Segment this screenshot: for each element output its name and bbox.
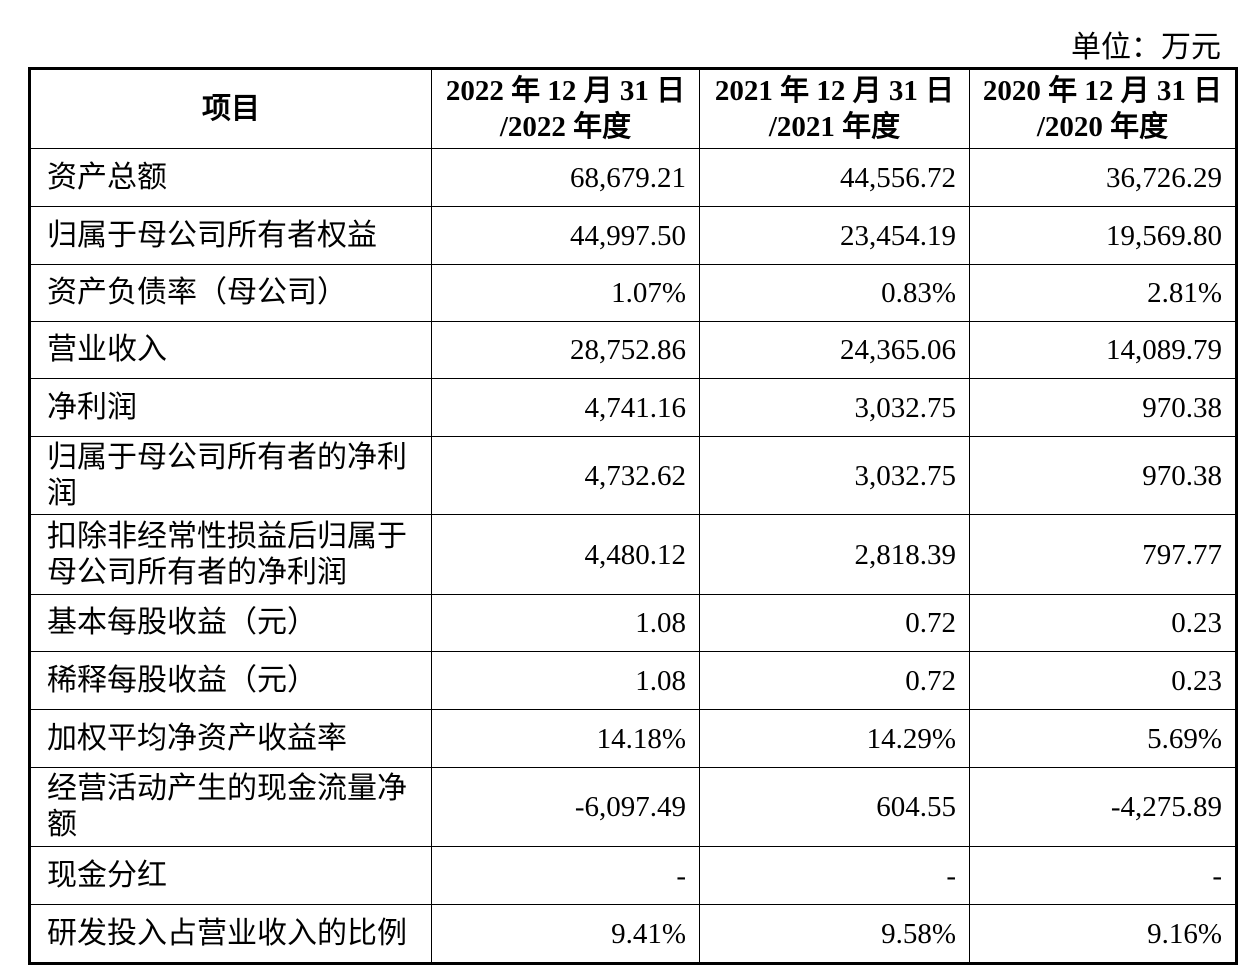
row-label: 现金分红 xyxy=(29,846,432,905)
value-cell: - xyxy=(969,846,1237,905)
header-cell: 2022 年 12 月 31 日/2022 年度 xyxy=(431,68,700,149)
row-label: 资产负债率（母公司） xyxy=(29,264,432,322)
table-row: 加权平均净资产收益率 14.18% 14.29% 5.69% xyxy=(29,709,1237,768)
unit-note: 单位：万元 xyxy=(1071,31,1221,64)
header-text: 项目 xyxy=(201,93,260,125)
row-label: 净利润 xyxy=(29,378,432,437)
row-label: 经营活动产生的现金流量净额 xyxy=(29,767,432,847)
value-cell: 68,679.21 xyxy=(431,148,700,207)
header-text: 2020 年 12 月 31 日 xyxy=(982,75,1223,107)
table-row: 归属于母公司所有者权益 44,997.50 23,454.19 19,569.80 xyxy=(29,206,1237,265)
header-text: /2020 年度 xyxy=(1036,111,1169,143)
table-row: 净利润 4,741.16 3,032.75 970.38 xyxy=(29,378,1237,437)
value-cell: 44,997.50 xyxy=(431,206,700,265)
header-cell: 2021 年 12 月 31 日/2021 年度 xyxy=(699,68,970,149)
value-cell: 2.81% xyxy=(969,264,1237,322)
value-cell: 14.29% xyxy=(699,709,970,768)
value-cell: 0.72 xyxy=(699,594,970,652)
value-cell: 4,732.62 xyxy=(431,436,700,515)
value-cell: -6,097.49 xyxy=(431,767,700,847)
value-cell: 1.08 xyxy=(431,651,700,710)
table-row: 基本每股收益（元） 1.08 0.72 0.23 xyxy=(29,594,1237,652)
value-cell: 14.18% xyxy=(431,709,700,768)
table-row: 经营活动产生的现金流量净额 -6,097.49 604.55 -4,275.89 xyxy=(29,767,1237,847)
header-cell: 项目 xyxy=(29,68,432,149)
header-text: /2021 年度 xyxy=(768,111,901,143)
value-cell: 604.55 xyxy=(699,767,970,847)
row-label: 加权平均净资产收益率 xyxy=(29,709,432,768)
value-cell: 19,569.80 xyxy=(969,206,1237,265)
value-cell: 5.69% xyxy=(969,709,1237,768)
value-cell: 36,726.29 xyxy=(969,148,1237,207)
value-cell: 4,741.16 xyxy=(431,378,700,437)
value-cell: 3,032.75 xyxy=(699,436,970,515)
row-label: 营业收入 xyxy=(29,321,432,379)
value-cell: 9.16% xyxy=(969,904,1237,964)
header-cell: 2020 年 12 月 31 日/2020 年度 xyxy=(969,68,1237,149)
table-row: 稀释每股收益（元） 1.08 0.72 0.23 xyxy=(29,651,1237,710)
value-cell: 44,556.72 xyxy=(699,148,970,207)
value-cell: 4,480.12 xyxy=(431,514,700,595)
table-row: 扣除非经常性损益后归属于母公司所有者的净利润 4,480.12 2,818.39 79… xyxy=(29,514,1237,595)
table-row: 资产负债率（母公司） 1.07% 0.83% 2.81% xyxy=(29,264,1237,322)
row-label: 归属于母公司所有者的净利润 xyxy=(29,436,432,515)
value-cell: - xyxy=(431,846,700,905)
value-cell: 797.77 xyxy=(969,514,1237,595)
table-body: 资产总额 68,679.21 44,556.72 36,726.29 归属于母公司所有者… xyxy=(29,148,1237,964)
row-label: 资产总额 xyxy=(29,148,432,207)
value-cell: 0.83% xyxy=(699,264,970,322)
value-cell: - xyxy=(699,846,970,905)
value-cell: 3,032.75 xyxy=(699,378,970,437)
value-cell: 28,752.86 xyxy=(431,321,700,379)
value-cell: 1.08 xyxy=(431,594,700,652)
row-label: 稀释每股收益（元） xyxy=(29,651,432,710)
value-cell: 1.07% xyxy=(431,264,700,322)
value-cell: 0.72 xyxy=(699,651,970,710)
value-cell: 970.38 xyxy=(969,436,1237,515)
table-row: 营业收入 28,752.86 24,365.06 14,089.79 xyxy=(29,321,1237,379)
row-label: 研发投入占营业收入的比例 xyxy=(29,904,432,964)
value-cell: 9.58% xyxy=(699,904,970,964)
row-label: 扣除非经常性损益后归属于母公司所有者的净利润 xyxy=(29,514,432,595)
value-cell: 24,365.06 xyxy=(699,321,970,379)
table-row: 研发投入占营业收入的比例 9.41% 9.58% 9.16% xyxy=(29,904,1237,964)
value-cell: 0.23 xyxy=(969,594,1237,652)
table-row: 归属于母公司所有者的净利润 4,732.62 3,032.75 970.38 xyxy=(29,436,1237,515)
row-label: 基本每股收益（元） xyxy=(29,594,432,652)
value-cell: 2,818.39 xyxy=(699,514,970,595)
table-row: 资产总额 68,679.21 44,556.72 36,726.29 xyxy=(29,148,1237,207)
row-label: 归属于母公司所有者权益 xyxy=(29,206,432,265)
value-cell: 23,454.19 xyxy=(699,206,970,265)
table-row: 现金分红 - - - xyxy=(29,846,1237,905)
value-cell: -4,275.89 xyxy=(969,767,1237,847)
value-cell: 970.38 xyxy=(969,378,1237,437)
header-text: 2021 年 12 月 31 日 xyxy=(714,75,955,107)
header-text: 2022 年 12 月 31 日 xyxy=(445,75,686,107)
value-cell: 9.41% xyxy=(431,904,700,964)
value-cell: 0.23 xyxy=(969,651,1237,710)
header-row: 项目 2022 年 12 月 31 日/2022 年度 2021 年 12 月 31… xyxy=(29,68,1237,149)
financial-table: 项目 2022 年 12 月 31 日/2022 年度 2021 年 12 月 31… xyxy=(28,67,1238,965)
value-cell: 14,089.79 xyxy=(969,321,1237,379)
header-text: /2022 年度 xyxy=(499,111,632,143)
